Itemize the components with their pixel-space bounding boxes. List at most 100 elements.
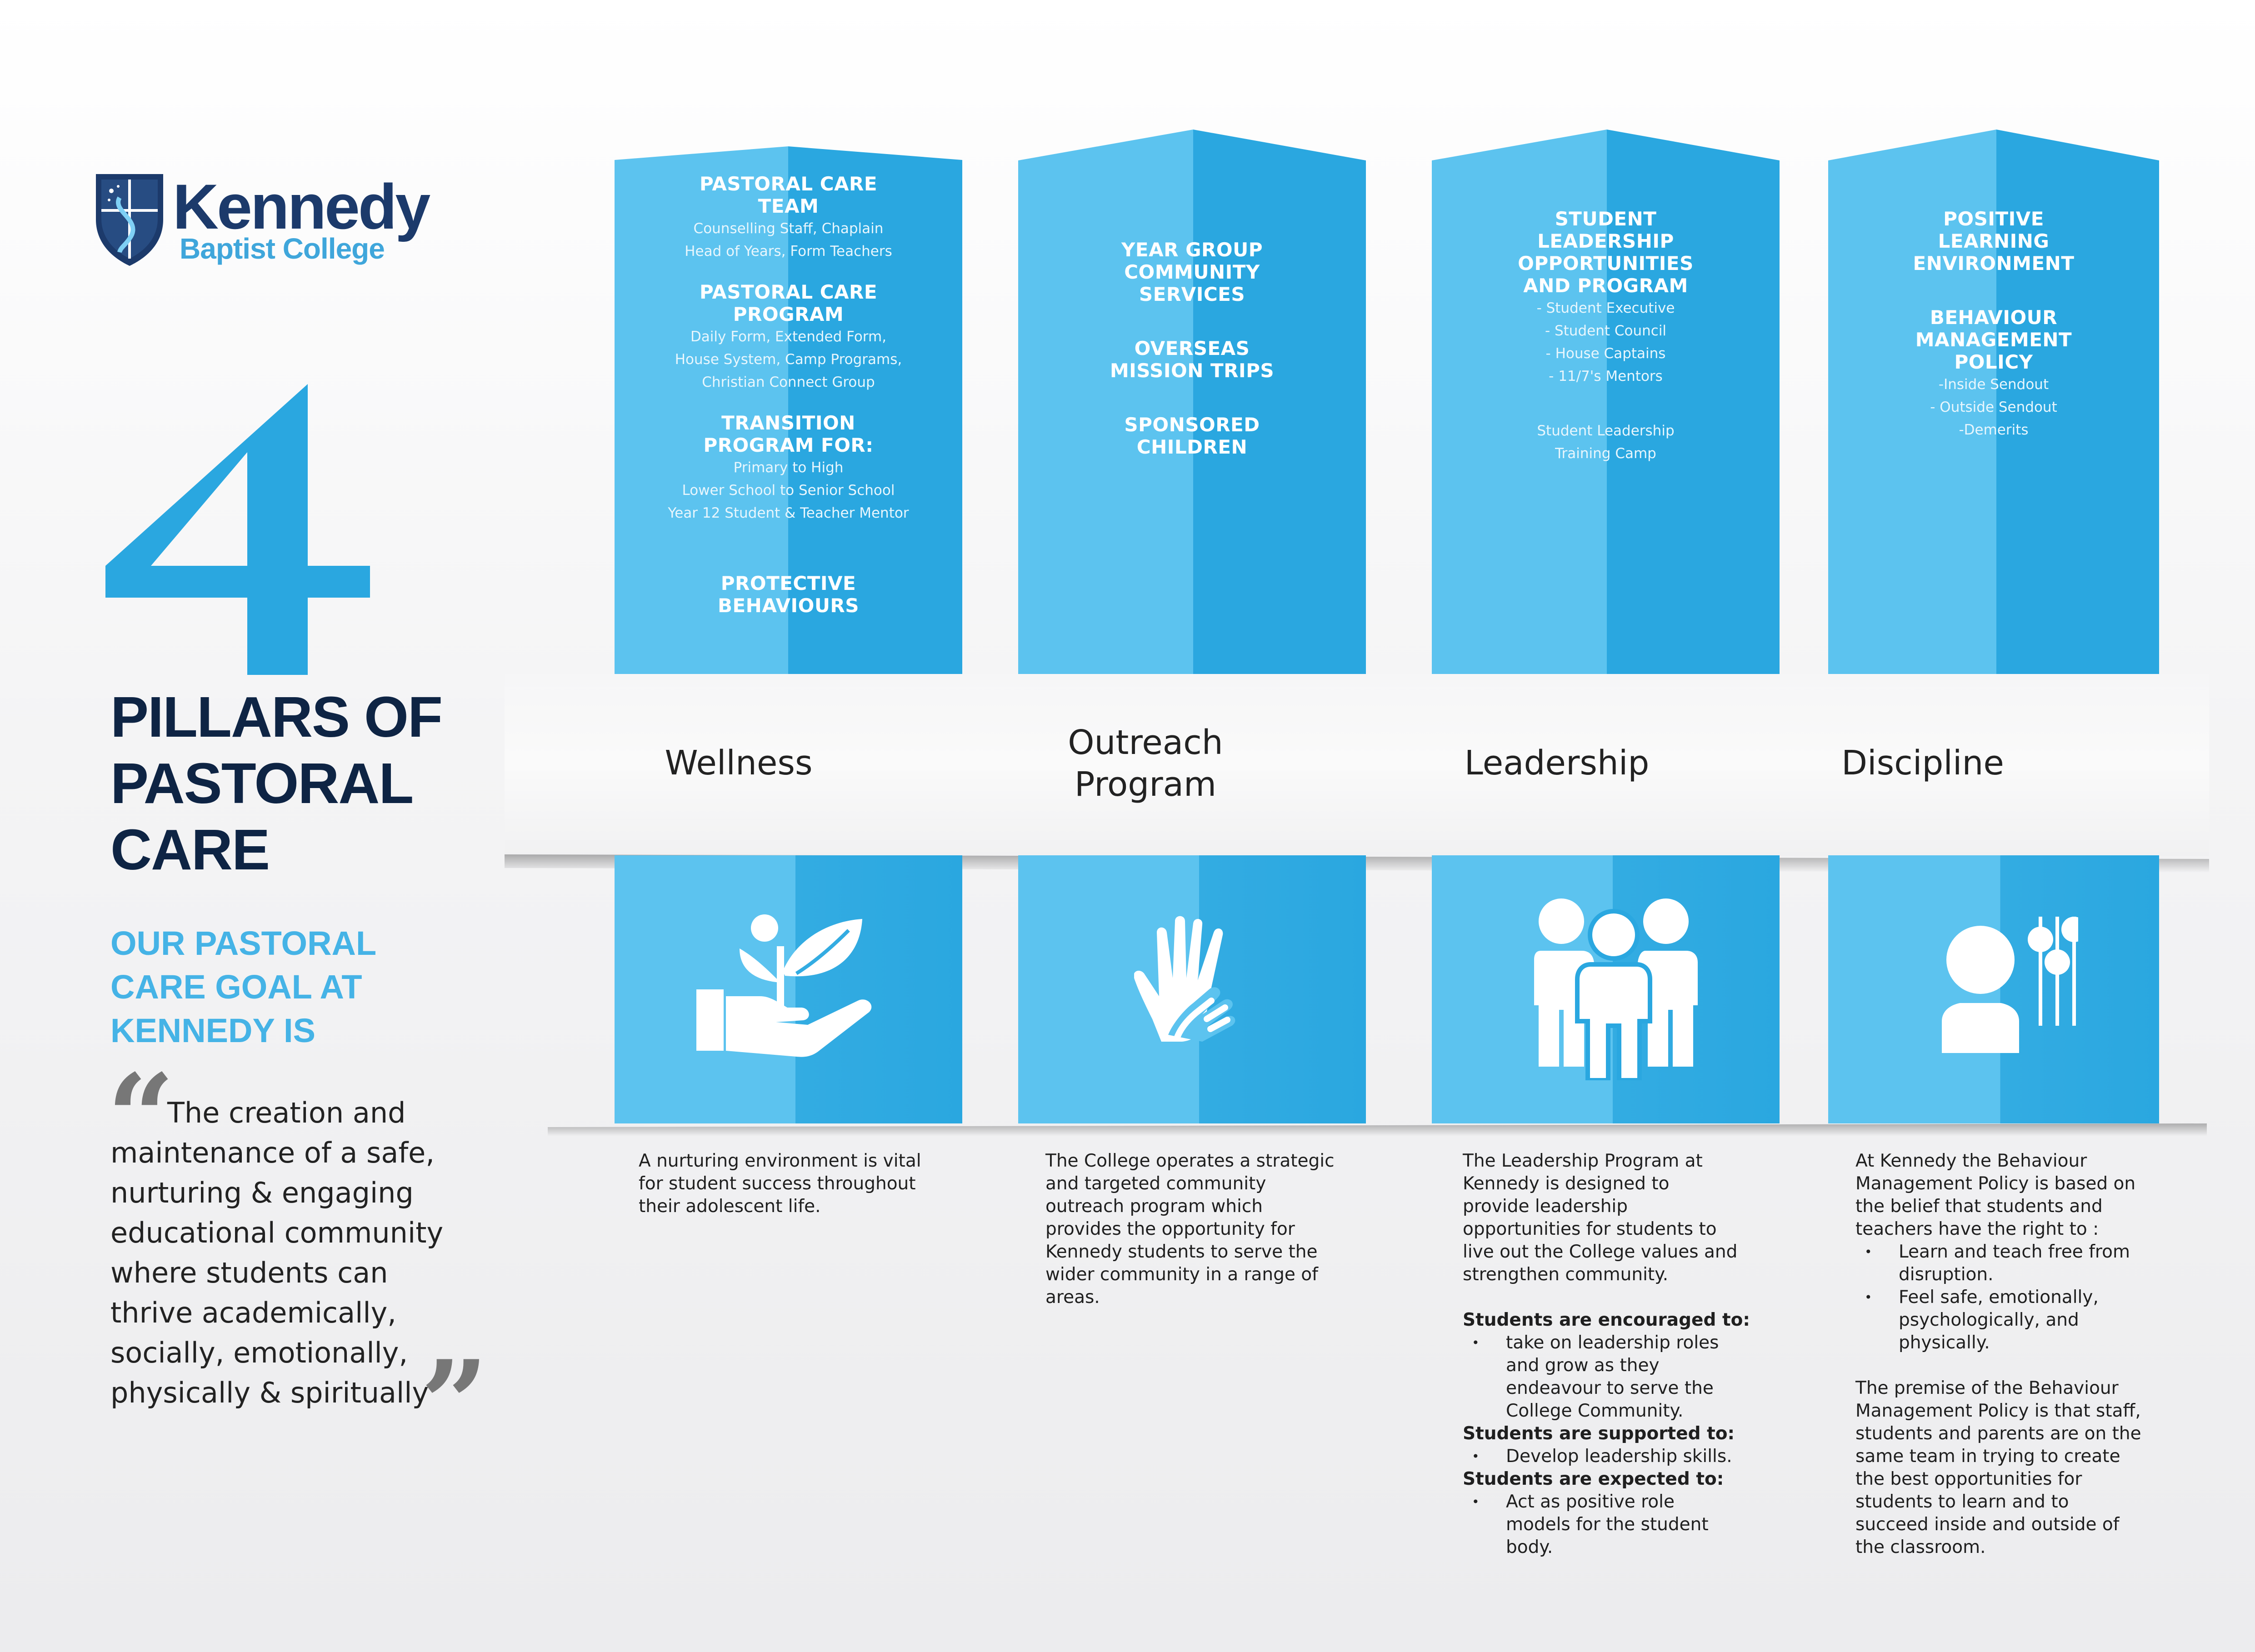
pillar-detail: House System, Camp Programs,	[675, 351, 902, 368]
pillar-heading: AND PROGRAM	[1523, 275, 1688, 297]
description-text: The College operates a strategic and tar…	[1045, 1151, 1335, 1308]
label-line: Outreach	[1068, 723, 1223, 762]
pillar-heading: POSITIVE	[1943, 208, 2044, 230]
pillar-heading: MISSION TRIPS	[1110, 359, 1275, 382]
pillar-content: POSITIVE LEARNING ENVIRONMENT BEHAVIOUR …	[1828, 208, 2159, 441]
pillar-heading: ENVIRONMENT	[1913, 252, 2075, 275]
pillar-base-shadow	[548, 1123, 2207, 1136]
pillar-bottom-wellness	[615, 855, 962, 1123]
pillar-detail: -Demerits	[1959, 422, 2029, 438]
pillar-detail: - House Captains	[1545, 345, 1666, 362]
pillar-label-outreach: Outreach Program	[1018, 722, 1273, 805]
group-of-people-icon	[1534, 898, 1698, 1080]
pillar-detail: Training Camp	[1555, 445, 1656, 462]
pillar-heading: PROTECTIVE	[720, 572, 856, 594]
pillar-detail: Lower School to Senior School	[682, 482, 895, 499]
goal-quote: The creation and maintenance of a safe, …	[110, 1093, 510, 1413]
pillar-detail: Counselling Staff, Chaplain	[693, 220, 884, 237]
pillar-label-discipline: Discipline	[1841, 744, 2004, 783]
pillar-heading: CHILDREN	[1136, 436, 1248, 458]
pillar-detail: -Inside Sendout	[1938, 376, 2049, 393]
pillar-heading: LEADERSHIP	[1537, 230, 1674, 252]
shield-logo-icon	[96, 174, 163, 266]
description-text: The premise of the Behaviour Management …	[1855, 1378, 2141, 1557]
pillar-heading: MANAGEMENT	[1915, 329, 2072, 351]
pillar-bottom-outreach	[1018, 855, 1366, 1123]
pillar-detail: Daily Form, Extended Form,	[690, 329, 887, 345]
bullet-list: Develop leadership skills.	[1463, 1445, 1790, 1468]
pillar-heading: PASTORAL CARE	[699, 281, 878, 303]
pillar-label-wellness: Wellness	[665, 744, 813, 783]
close-quote-mark: ”	[420, 1335, 489, 1473]
pillar-top-leadership: STUDENT LEADERSHIP OPPORTUNITIES AND PRO…	[1432, 130, 1780, 680]
pillar-heading: PASTORAL CARE	[699, 173, 878, 195]
goal-line: CARE GOAL AT	[110, 968, 362, 1006]
description-text: At Kennedy the Behaviour Management Poli…	[1855, 1151, 2136, 1239]
list-item: Feel safe, emotionally, psychologically,…	[1855, 1286, 2201, 1354]
pillar-bottom-leadership	[1432, 855, 1780, 1123]
description-discipline: At Kennedy the Behaviour Management Poli…	[1855, 1150, 2201, 1559]
subheading: Students are supported to:	[1463, 1423, 1735, 1444]
pillar-heading: YEAR GROUP	[1121, 239, 1263, 261]
pillar-detail: Head of Years, Form Teachers	[685, 243, 892, 260]
label-line: Program	[1074, 765, 1217, 804]
bullet-list: Learn and teach free from disruption. Fe…	[1855, 1241, 2201, 1354]
pillar-heading: BEHAVIOURS	[717, 594, 860, 617]
pillar-heading: STUDENT	[1555, 208, 1657, 230]
description-leadership: The Leadership Program at Kennedy is des…	[1463, 1150, 1790, 1559]
pillar-heading: PROGRAM FOR:	[703, 434, 874, 456]
pillar-detail: - 11/7's Mentors	[1549, 368, 1663, 384]
pillar-detail: Primary to High	[733, 459, 844, 476]
description-text: The Leadership Program at Kennedy is des…	[1463, 1151, 1738, 1285]
goal-line: KENNEDY IS	[110, 1012, 315, 1049]
pillar-label-leadership: Leadership	[1464, 744, 1650, 783]
pillar-heading: POLICY	[1954, 351, 2033, 373]
pillar-heading: SPONSORED	[1124, 414, 1260, 436]
pillar-detail: - Student Council	[1545, 323, 1667, 339]
pillar-shape	[1432, 130, 1780, 680]
pillar-heading: SERVICES	[1139, 283, 1245, 305]
big-number-four: 4	[105, 384, 370, 675]
logo-wordmark: Kennedy	[173, 171, 430, 242]
goal-heading: OUR PASTORAL CARE GOAL AT KENNEDY IS	[110, 922, 451, 1053]
pillar-heading: TRANSITION	[721, 412, 855, 434]
list-item: take on leadership roles and grow as the…	[1463, 1332, 1790, 1422]
page-title: PILLARS OF PASTORAL CARE	[110, 684, 497, 883]
pillar-shape	[615, 146, 962, 680]
list-item: Act as positive role models for the stud…	[1463, 1491, 1790, 1559]
title-line: PASTORAL	[110, 751, 414, 815]
pillar-content: PASTORAL CARE TEAM Counselling Staff, Ch…	[615, 173, 962, 617]
list-item: Develop leadership skills.	[1463, 1445, 1790, 1468]
bullet-list: take on leadership roles and grow as the…	[1463, 1332, 1790, 1422]
description-wellness: A nurturing environment is vital for stu…	[639, 1150, 957, 1218]
pillar-top-outreach: YEAR GROUP COMMUNITY SERVICES OVERSEAS M…	[1018, 130, 1366, 680]
pillar-shape	[1018, 130, 1366, 680]
list-item: Learn and teach free from disruption.	[1855, 1241, 2201, 1286]
quote-text: The creation and maintenance of a safe, …	[110, 1096, 444, 1409]
title-line: PILLARS OF	[110, 685, 443, 749]
pillar-detail: - Student Executive	[1536, 300, 1675, 316]
description-text: A nurturing environment is vital for stu…	[639, 1151, 921, 1217]
person-with-sliders-icon	[1942, 917, 2078, 1053]
hand-with-plant-icon	[696, 914, 872, 1057]
pillar-heading: BEHAVIOUR	[1930, 306, 2058, 329]
title-line: CARE	[110, 818, 270, 882]
pillar-heading: OVERSEAS	[1134, 337, 1250, 359]
description-outreach: The College operates a strategic and tar…	[1045, 1150, 1373, 1309]
pillar-detail: Year 12 Student & Teacher Mentor	[668, 505, 909, 521]
pillar-heading: TEAM	[758, 195, 819, 217]
pillar-heading: COMMUNITY	[1124, 261, 1260, 283]
college-logo: Kennedy Baptist College	[93, 166, 430, 270]
pillar-detail: Student Leadership	[1537, 423, 1675, 439]
pillar-heading: LEARNING	[1938, 230, 2050, 252]
pillar-content: STUDENT LEADERSHIP OPPORTUNITIES AND PRO…	[1432, 208, 1780, 465]
pillar-name-band: Wellness Outreach Program Leadership Dis…	[505, 674, 2209, 856]
pillar-top-discipline: POSITIVE LEARNING ENVIRONMENT BEHAVIOUR …	[1828, 130, 2159, 680]
logo-subtitle: Baptist College	[180, 232, 385, 265]
subheading: Students are expected to:	[1463, 1469, 1724, 1489]
pillar-shape	[1828, 130, 2159, 680]
pillar-top-wellness: PASTORAL CARE TEAM Counselling Staff, Ch…	[615, 146, 962, 680]
bullet-list: Act as positive role models for the stud…	[1463, 1491, 1790, 1559]
pillar-heading: PROGRAM	[733, 303, 844, 325]
pillar-content: YEAR GROUP COMMUNITY SERVICES OVERSEAS M…	[1018, 239, 1366, 458]
